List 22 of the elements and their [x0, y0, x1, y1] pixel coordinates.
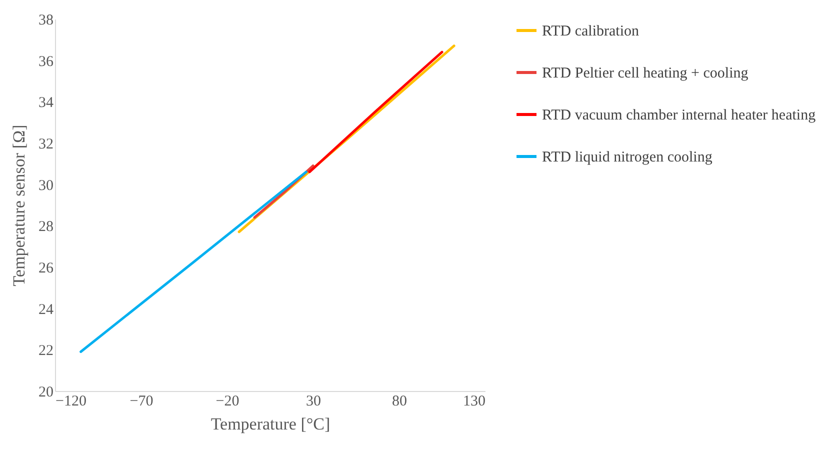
y-tick-label: 26	[38, 260, 54, 276]
x-axis-title: Temperature [°C]	[210, 414, 330, 434]
y-tick-label: 36	[38, 54, 54, 70]
x-tick-label: 80	[392, 394, 407, 410]
y-tick-label: 34	[38, 95, 54, 112]
y-tick-label: 28	[38, 219, 54, 236]
y-tick-label: 32	[38, 136, 54, 152]
legend-label: RTD calibration	[542, 24, 640, 40]
y-axis-title: Temperature sensor [Ω]	[10, 124, 28, 286]
x-tick-label: 30	[306, 394, 321, 410]
y-tick-label: 30	[38, 178, 54, 194]
y-tick-label: 38	[38, 12, 54, 28]
y-tick-label: 22	[38, 343, 54, 360]
y-tick-label: 24	[38, 302, 54, 318]
legend-label: RTD liquid nitrogen cooling	[542, 150, 713, 166]
legend-label: RTD vacuum chamber internal heater heating	[542, 108, 816, 124]
x-tick-label: −70	[130, 394, 154, 410]
x-tick-label: −120	[56, 394, 86, 410]
x-tick-label: −20	[216, 394, 240, 410]
legend-label: RTD Peltier cell heating + cooling	[542, 66, 749, 82]
x-tick-label: 130	[463, 394, 486, 410]
y-tick-label: 20	[38, 384, 54, 400]
